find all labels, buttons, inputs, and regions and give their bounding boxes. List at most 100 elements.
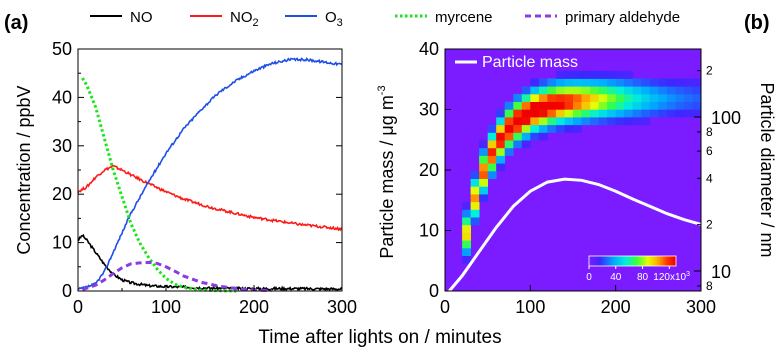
panel-a-series-group xyxy=(77,57,343,293)
heatmap-cell xyxy=(555,78,565,87)
series-line-myrcene xyxy=(81,77,237,293)
heatmap-cell xyxy=(666,101,676,110)
heatmap-cell xyxy=(658,101,668,110)
heatmap-cell xyxy=(649,93,659,102)
series-line-no2 xyxy=(77,164,343,232)
series-line-o3 xyxy=(77,57,343,290)
colorbar-segment xyxy=(651,256,654,266)
x-tick-label: 300 xyxy=(686,297,716,317)
heatmap-cell xyxy=(479,147,488,156)
heatmap-cell xyxy=(555,93,565,102)
heatmap-cell xyxy=(530,132,540,141)
colorbar-segment xyxy=(622,256,625,266)
heatmap-cell xyxy=(615,101,625,110)
y-tick-label: 40 xyxy=(52,87,72,107)
heatmap-cell xyxy=(564,93,574,102)
heatmap-cell xyxy=(470,201,480,210)
panel-b-y-axis-label: Particle mass / μg m-3 xyxy=(376,85,397,258)
heatmap-cell xyxy=(564,78,574,87)
panel-a-frame xyxy=(77,48,343,292)
colorbar-segment xyxy=(607,256,610,266)
heatmap-cell xyxy=(496,124,506,133)
heatmap-cell xyxy=(590,93,599,102)
colorbar-tick-label: 0 xyxy=(586,272,592,283)
heatmap-cell xyxy=(530,93,540,102)
colorbar-segment xyxy=(602,256,604,266)
colorbar-segment xyxy=(631,256,633,266)
colorbar-segment xyxy=(606,256,609,266)
heatmap-cell xyxy=(555,109,565,118)
heatmap-cell xyxy=(624,86,634,95)
right-major-tick-label: 100 xyxy=(711,108,741,128)
heatmap-cell xyxy=(521,109,531,118)
panel-b-label: (b) xyxy=(744,12,770,34)
heatmap-cell xyxy=(513,101,523,110)
heatmap-cell xyxy=(496,163,506,172)
colorbar-segment xyxy=(661,256,664,266)
colorbar-tick-label: 80 xyxy=(637,272,649,283)
heatmap-cell xyxy=(683,93,693,102)
heatmap-cell xyxy=(521,86,531,95)
heatmap-cell xyxy=(624,101,634,110)
panel-a-chart: NO NO2 O3 myrcene primary aldehyde Concentra… xyxy=(14,9,680,317)
x-tick-label: 100 xyxy=(515,297,545,317)
heatmap-cell xyxy=(496,147,506,156)
heatmap-cell xyxy=(573,124,582,133)
colorbar-segment xyxy=(636,256,639,266)
colorbar-frame xyxy=(588,255,677,267)
colorbar-tick-label: 120x103 xyxy=(653,271,690,283)
heatmap-cell xyxy=(538,86,548,95)
heatmap-cell xyxy=(504,117,514,126)
heatmap-cell xyxy=(692,93,702,102)
colorbar-segment xyxy=(652,256,655,266)
heatmap-cell xyxy=(649,101,659,110)
y-tick-label: 40 xyxy=(419,39,439,59)
colorbar-segment xyxy=(644,256,646,266)
colorbar-tick-superscript: 3 xyxy=(686,271,690,278)
heatmap-cell xyxy=(666,86,676,95)
heatmap-cell xyxy=(632,93,642,102)
heatmap-cell xyxy=(470,178,480,187)
colorbar-segment xyxy=(594,256,597,266)
heatmap-cell xyxy=(666,109,676,118)
x-tick-label: 0 xyxy=(73,297,83,317)
heatmap-cell xyxy=(513,140,523,149)
panel-b-heatmap xyxy=(462,70,702,264)
colorbar-segment xyxy=(629,256,632,266)
heatmap-cell xyxy=(462,255,471,264)
heatmap-cell xyxy=(598,93,608,102)
heatmap-cell xyxy=(470,170,480,179)
heatmap-cell xyxy=(513,117,523,126)
heatmap-cell xyxy=(581,86,591,95)
heatmap-cell xyxy=(581,78,591,87)
heatmap-cell xyxy=(479,170,488,179)
right-minor-tick-label: 2 xyxy=(706,64,713,78)
heatmap-cell xyxy=(555,101,565,110)
series-line-primary-aldehyde xyxy=(81,260,272,293)
heatmap-cell xyxy=(624,109,634,118)
heatmap-cell xyxy=(538,124,548,133)
colorbar-segment xyxy=(668,256,671,266)
heatmap-cell xyxy=(521,140,531,149)
heatmap-cell xyxy=(521,101,531,110)
right-minor-tick-label: 8 xyxy=(706,125,713,139)
heatmap-cell xyxy=(564,86,574,95)
heatmap-cell xyxy=(538,78,548,87)
colorbar-segment xyxy=(639,256,642,266)
heatmap-cell xyxy=(675,78,685,87)
heatmap-cell xyxy=(504,147,514,156)
heatmap-cell xyxy=(530,86,540,95)
panel-a-y-axis-label: Concentration / ppbV xyxy=(14,85,34,254)
colorbar-segment xyxy=(632,256,635,266)
heatmap-cell xyxy=(598,70,608,79)
heatmap-cell xyxy=(683,78,693,87)
heatmap-cell xyxy=(530,101,540,110)
colorbar-segment xyxy=(641,256,643,266)
colorbar-segment xyxy=(593,256,596,266)
colorbar-segment xyxy=(665,256,668,266)
heatmap-cell xyxy=(658,109,668,118)
heatmap-cell xyxy=(615,78,625,87)
colorbar-segment xyxy=(664,256,667,266)
heatmap-cell xyxy=(581,101,591,110)
heatmap-cell xyxy=(555,124,565,133)
